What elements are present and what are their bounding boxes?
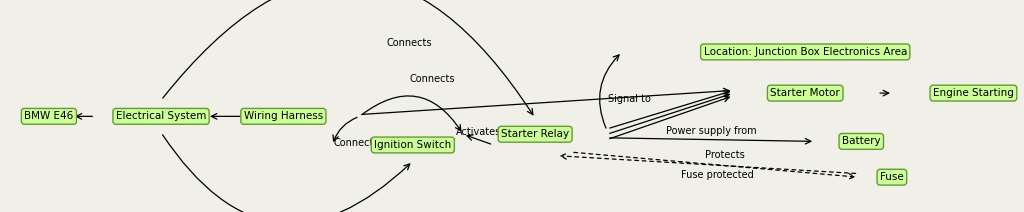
Text: Activates: Activates: [456, 127, 501, 137]
Text: Location: Junction Box Electronics Area: Location: Junction Box Electronics Area: [703, 47, 907, 57]
Text: Engine Starting: Engine Starting: [933, 88, 1014, 98]
Text: Starter Relay: Starter Relay: [501, 129, 569, 139]
Text: Connects: Connects: [334, 138, 379, 148]
Text: Starter Motor: Starter Motor: [770, 88, 840, 98]
Text: Electrical System: Electrical System: [116, 111, 206, 121]
Text: Connects: Connects: [386, 38, 432, 48]
Text: Wiring Harness: Wiring Harness: [244, 111, 323, 121]
Text: Signal to: Signal to: [608, 94, 651, 104]
Text: Ignition Switch: Ignition Switch: [374, 140, 452, 150]
Text: Protects: Protects: [706, 150, 744, 160]
Text: Fuse protected: Fuse protected: [681, 170, 754, 180]
Text: Connects: Connects: [409, 74, 455, 84]
Text: BMW E46: BMW E46: [25, 111, 74, 121]
Text: Power supply from: Power supply from: [666, 126, 757, 136]
Text: Fuse: Fuse: [880, 172, 904, 182]
Text: Battery: Battery: [842, 136, 881, 146]
